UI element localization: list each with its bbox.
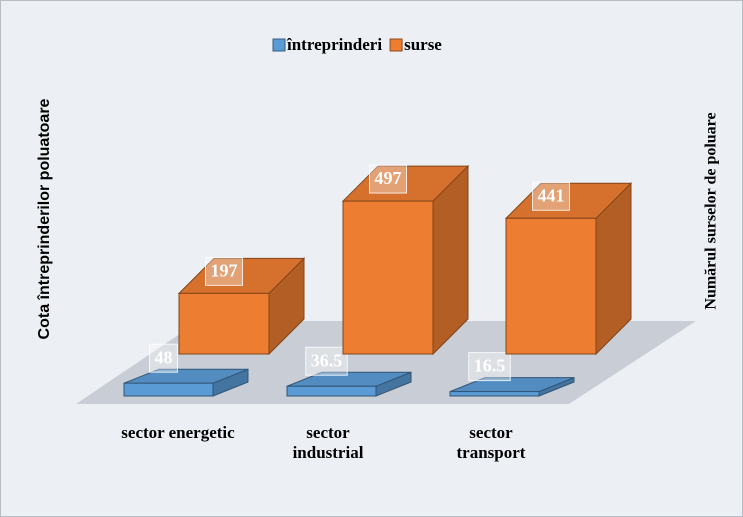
bar xyxy=(123,382,214,397)
legend-swatch xyxy=(389,38,403,52)
legend-swatch xyxy=(272,38,286,52)
data-label: 36.5 xyxy=(311,350,343,370)
data-label-box xyxy=(369,164,407,194)
bar xyxy=(505,217,597,355)
data-label: 48 xyxy=(155,347,173,367)
data-label: 197 xyxy=(211,261,238,281)
x-tick-label: sector transport xyxy=(456,423,526,462)
data-label-box xyxy=(305,346,348,376)
bar xyxy=(342,200,434,355)
y-axis-title: Cota întreprinderilor poluatoare xyxy=(36,98,53,339)
data-label: 497 xyxy=(375,168,402,188)
data-label: 16.5 xyxy=(474,356,506,376)
data-label-box xyxy=(468,352,511,382)
bar xyxy=(178,292,270,355)
bar xyxy=(449,391,540,397)
data-label: 441 xyxy=(538,185,565,205)
x-tick-label: sector energetic xyxy=(121,423,235,442)
data-label-box xyxy=(532,181,570,211)
y2-axis-title: Numărul surselor de poluare xyxy=(703,112,720,309)
bar xyxy=(286,385,377,397)
data-label-box xyxy=(205,256,243,286)
legend-label: surse xyxy=(404,35,442,54)
legend-label: întreprinderi xyxy=(286,35,382,54)
x-tick-label: sector industrial xyxy=(292,423,364,462)
data-label-box xyxy=(149,343,178,373)
